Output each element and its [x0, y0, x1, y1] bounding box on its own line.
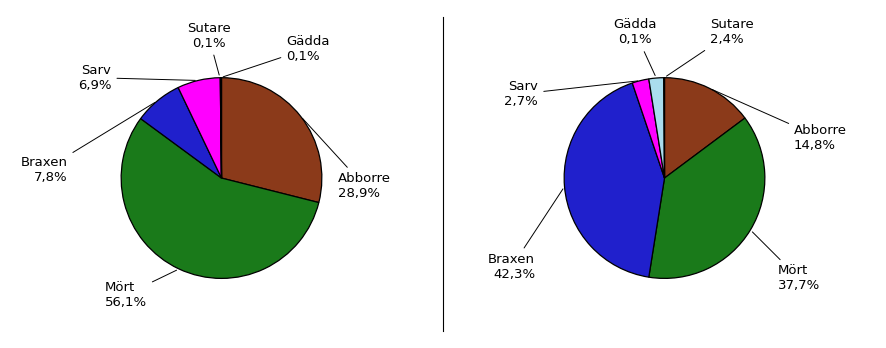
Wedge shape: [221, 78, 222, 178]
Text: Braxen
7,8%: Braxen 7,8%: [20, 103, 155, 184]
Wedge shape: [633, 79, 664, 178]
Wedge shape: [178, 78, 222, 178]
Wedge shape: [649, 118, 765, 278]
Wedge shape: [564, 83, 664, 277]
Text: Abborre
28,9%: Abborre 28,9%: [302, 118, 391, 200]
Text: Sutare
0,1%: Sutare 0,1%: [187, 22, 230, 75]
Text: Braxen
42,3%: Braxen 42,3%: [488, 189, 563, 281]
Text: Gädda
0,1%: Gädda 0,1%: [223, 34, 330, 77]
Text: Sutare
2,4%: Sutare 2,4%: [666, 18, 754, 76]
Wedge shape: [141, 88, 222, 178]
Text: Sarv
2,7%: Sarv 2,7%: [504, 80, 638, 108]
Text: Mört
56,1%: Mört 56,1%: [105, 270, 176, 309]
Wedge shape: [222, 78, 322, 203]
Text: Mört
37,7%: Mört 37,7%: [752, 232, 820, 292]
Text: Gädda
0,1%: Gädda 0,1%: [614, 18, 657, 76]
Wedge shape: [121, 119, 319, 278]
Wedge shape: [664, 78, 745, 178]
Text: Sarv
6,9%: Sarv 6,9%: [78, 64, 195, 92]
Text: Abborre
14,8%: Abborre 14,8%: [712, 89, 847, 152]
Wedge shape: [649, 78, 664, 178]
